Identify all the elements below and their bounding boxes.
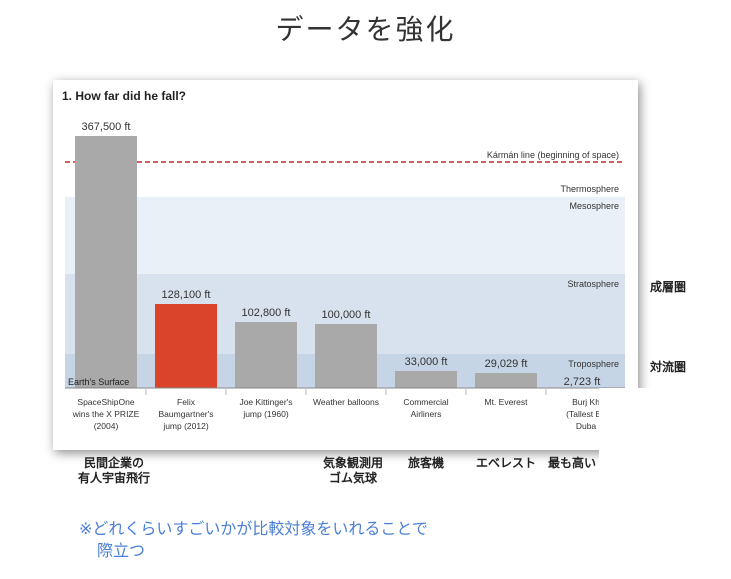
slide-title: データを強化 [275,13,456,46]
category-label-2-0: Joe Kittinger's [239,397,292,407]
jp-caption-spaceshipone: 民間企業の 有人宇宙飛行 [69,456,159,486]
category-label-6-0: Burj Kh [572,397,600,407]
jp-caption-text: 旅客機 [407,456,444,470]
bar-5 [475,373,537,388]
category-label-2-1: jump (1960) [242,409,289,419]
layer-label-thermosphere: Thermosphere [560,184,619,194]
bar-1 [155,304,217,388]
jp-caption-tallest: 最も高い [548,456,608,471]
chart-title: 1. How far did he fall? [62,89,187,103]
bar-value-label-4: 33,000 ft [405,356,448,368]
bar-3 [315,324,377,388]
bar-value-label-1: 128,100 ft [162,289,211,301]
jp-caption-text: エベレスト [475,456,536,470]
layer-label-stratosphere: Stratosphere [567,279,619,289]
category-label-1-2: jump (2012) [162,421,209,431]
jp-caption-weather-balloon: 気象観測用 ゴム気球 [308,456,398,486]
bar-2 [235,322,297,388]
category-label-0-0: SpaceShipOne [77,397,134,407]
bar-value-label-6: 2,723 ft [564,376,601,388]
category-label-4-0: Commercial [403,397,448,407]
karman-line-label: Kármán line (beginning of space) [487,150,619,160]
bar-0 [75,136,137,388]
jp-caption-text: 民間企業の 有人宇宙飛行 [77,456,150,485]
category-label-6-2: Duba [576,421,597,431]
atmosphere-band-mesosphere [65,197,625,274]
bar-value-label-2: 102,800 ft [242,307,291,319]
category-label-1-0: Felix [177,397,196,407]
bar-value-label-0: 367,500 ft [82,121,131,133]
jp-caption-airliner: 旅客機 [398,456,454,471]
bar-value-label-5: 29,029 ft [485,358,528,370]
footnote: ※どれくらいすごいかが比較対象をいれることで 際立つ [79,518,428,562]
layer-label-troposphere: Troposphere [568,359,619,369]
category-label-3-0: Weather balloons [313,397,379,407]
jp-caption-text: 気象観測用 ゴム気球 [322,456,383,485]
category-label-0-1: wins the X PRIZE [72,409,140,419]
earth-surface-label: Earth's Surface [68,377,129,387]
bar-value-label-3: 100,000 ft [322,309,371,321]
jp-caption-everest: エベレスト [470,456,542,471]
jp-caption-text: 最も高い [548,456,597,470]
chart-crop-cover [599,388,731,498]
category-label-1-1: Baumgartner's [158,409,213,419]
category-label-6-1: (Tallest Bu [566,409,606,419]
category-label-0-2: (2004) [94,421,119,431]
layer-label-mesosphere: Mesosphere [569,201,619,211]
footnote-line-1: ※どれくらいすごいかが比較対象をいれることで [79,519,428,538]
troposphere-jp-label: 対流圏 [650,360,687,374]
footnote-line-2: 際立つ [97,541,146,560]
bar-4 [395,371,457,388]
atmosphere-band-thermosphere [65,180,625,197]
category-label-4-1: Airliners [411,409,442,419]
category-label-5-0: Mt. Everest [485,397,529,407]
stratosphere-jp-label: 成層圏 [650,280,687,294]
